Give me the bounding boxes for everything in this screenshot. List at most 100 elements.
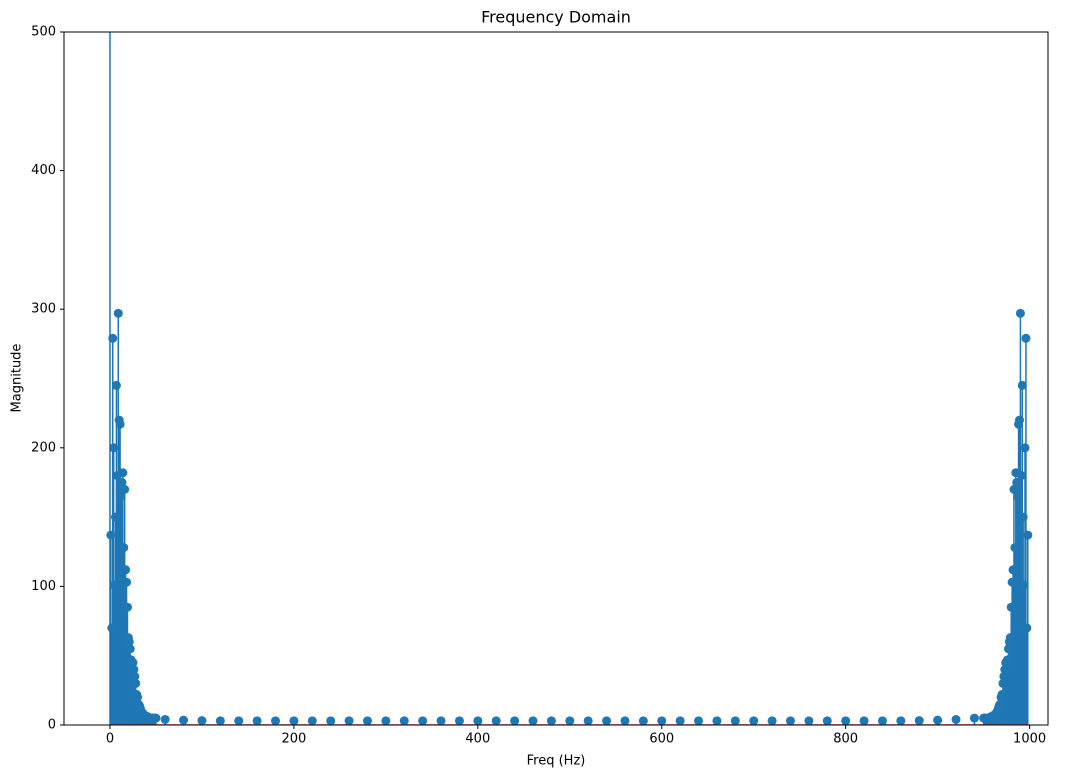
stem-marker (1009, 484, 1019, 494)
stem-marker (131, 678, 141, 688)
stem-marker (1006, 602, 1016, 612)
stem-marker (896, 716, 906, 725)
stem-marker (418, 716, 428, 725)
stem-marker (1008, 565, 1018, 575)
x-axis-label: Freq (Hz) (527, 754, 586, 769)
stem-marker (859, 716, 869, 725)
stem-marker (877, 716, 887, 725)
stem-marker (767, 716, 777, 725)
stem-marker (997, 690, 1007, 700)
stem-marker (307, 716, 317, 725)
stem-marker (289, 716, 299, 725)
stem-marker (510, 716, 520, 725)
stem-marker (1014, 415, 1024, 425)
stem-marker (381, 716, 391, 725)
stem-marker (130, 671, 140, 681)
stem-marker (1018, 512, 1028, 522)
stem-marker (118, 468, 128, 478)
stem-marker (1016, 471, 1026, 481)
stem-marker (113, 308, 123, 318)
stem-marker (1012, 477, 1022, 487)
stem-marker (119, 543, 129, 553)
chart-title: Frequency Domain (481, 8, 631, 27)
stem-marker (121, 565, 131, 575)
stem-marker (160, 714, 170, 724)
stem-marker (694, 716, 704, 725)
y-tick-label: 400 (31, 163, 56, 178)
stem-marker (116, 491, 126, 501)
stem-marker (1007, 577, 1017, 587)
stem-marker (749, 716, 759, 725)
stem-marker (602, 716, 612, 725)
y-tick-label: 500 (31, 25, 56, 40)
stem-marker (951, 714, 961, 724)
stem-marker (999, 671, 1009, 681)
stem-marker (969, 713, 979, 723)
stem-marker (122, 577, 132, 587)
stem-marker (454, 716, 464, 725)
stem-marker (151, 713, 161, 723)
y-tick-label: 0 (48, 718, 56, 733)
stem-marker (841, 716, 851, 725)
stem-marker (128, 658, 138, 668)
stem-marker (1021, 333, 1031, 343)
stem-marker (1010, 543, 1020, 553)
stem-marker (252, 716, 262, 725)
stem-marker (620, 716, 630, 725)
stem-marker (133, 692, 143, 702)
x-tick-label: 800 (833, 732, 858, 747)
stem-marker (546, 716, 556, 725)
stem-marker (179, 715, 189, 725)
stem-marker (528, 716, 538, 725)
stem-marker (473, 716, 483, 725)
stem-marker (583, 716, 593, 725)
y-axis-label: Magnitude (10, 344, 25, 413)
stem-marker (730, 716, 740, 725)
stem-marker (1013, 491, 1023, 501)
y-tick-label: 100 (31, 579, 56, 594)
stem-marker (822, 716, 832, 725)
x-tick-label: 1000 (1013, 732, 1046, 747)
stem-marker (234, 716, 244, 725)
stem-marker (124, 637, 134, 647)
stem-marker (565, 716, 575, 725)
y-tick-label: 200 (31, 440, 56, 455)
y-tick-label: 300 (31, 302, 56, 317)
stem-marker (326, 716, 336, 725)
stem-marker (1015, 308, 1025, 318)
stem-marker (1003, 644, 1013, 654)
stem-marker (197, 716, 207, 725)
stem-marker (117, 477, 127, 487)
stem-marker (995, 699, 1005, 709)
x-tick-label: 200 (281, 732, 306, 747)
stem-marker (914, 716, 924, 725)
stem-marker (712, 716, 722, 725)
stem-marker (1005, 633, 1015, 643)
stem-marker (122, 602, 132, 612)
stem-marker (344, 716, 354, 725)
stem-marker (399, 716, 409, 725)
stem-marker (491, 716, 501, 725)
x-tick-label: 0 (106, 732, 114, 747)
stem-marker (125, 644, 135, 654)
stem-marker (110, 580, 120, 590)
x-tick-label: 400 (465, 732, 490, 747)
stem-marker (215, 716, 225, 725)
stem-marker (998, 678, 1008, 688)
stem-marker (109, 443, 119, 453)
stem-marker (786, 716, 796, 725)
stem-marker (804, 716, 814, 725)
stem-marker (271, 716, 281, 725)
stem-marker (1020, 443, 1030, 453)
stem-marker (675, 716, 685, 725)
stem-marker (1003, 655, 1013, 665)
x-tick-label: 600 (649, 732, 674, 747)
stem-marker (110, 512, 120, 522)
stem-marker (107, 623, 117, 633)
stem-marker (933, 715, 943, 725)
axes-frame (63, 31, 1049, 726)
stem-marker (1017, 380, 1027, 390)
stem-marker (436, 716, 446, 725)
stem-marker (1023, 530, 1033, 540)
